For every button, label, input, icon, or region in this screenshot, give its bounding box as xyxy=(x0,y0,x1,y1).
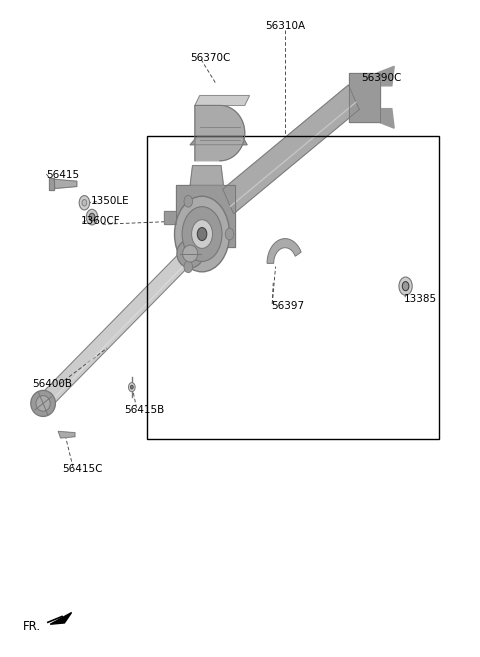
Bar xyxy=(147,136,439,440)
Polygon shape xyxy=(378,108,394,128)
Ellipse shape xyxy=(129,382,135,392)
Polygon shape xyxy=(195,96,250,105)
Ellipse shape xyxy=(177,239,204,268)
Ellipse shape xyxy=(89,213,95,221)
Ellipse shape xyxy=(184,261,192,273)
Ellipse shape xyxy=(31,390,56,417)
Polygon shape xyxy=(267,238,301,263)
Ellipse shape xyxy=(175,196,229,272)
Ellipse shape xyxy=(184,195,192,207)
Ellipse shape xyxy=(36,396,50,411)
Text: 56415: 56415 xyxy=(47,170,80,181)
Polygon shape xyxy=(176,185,235,247)
Ellipse shape xyxy=(82,200,87,206)
Ellipse shape xyxy=(399,277,412,295)
Ellipse shape xyxy=(131,385,133,389)
Polygon shape xyxy=(49,178,54,190)
Polygon shape xyxy=(378,66,394,86)
Ellipse shape xyxy=(182,245,198,262)
Ellipse shape xyxy=(197,227,207,240)
Text: 56397: 56397 xyxy=(271,301,304,311)
Text: 13385: 13385 xyxy=(404,294,437,304)
Text: 56400B: 56400B xyxy=(32,379,72,389)
Ellipse shape xyxy=(182,207,222,261)
Polygon shape xyxy=(190,166,223,185)
Polygon shape xyxy=(39,246,194,411)
Polygon shape xyxy=(195,105,245,161)
Polygon shape xyxy=(58,432,75,438)
Text: 1350LE: 1350LE xyxy=(91,196,129,206)
Polygon shape xyxy=(190,136,247,145)
Text: 56310A: 56310A xyxy=(265,20,305,31)
Polygon shape xyxy=(164,212,176,224)
Ellipse shape xyxy=(192,219,213,248)
Polygon shape xyxy=(349,73,380,122)
Text: FR.: FR. xyxy=(23,620,41,633)
Text: 56415B: 56415B xyxy=(124,405,164,415)
Ellipse shape xyxy=(86,210,97,225)
Text: 56390C: 56390C xyxy=(361,73,401,83)
Polygon shape xyxy=(50,612,72,624)
Ellipse shape xyxy=(402,282,409,290)
Polygon shape xyxy=(54,179,77,189)
Text: 56370C: 56370C xyxy=(190,53,230,63)
Text: 56415C: 56415C xyxy=(62,464,103,474)
Ellipse shape xyxy=(79,196,90,210)
Polygon shape xyxy=(223,85,359,214)
Ellipse shape xyxy=(225,228,234,240)
Text: 1360CF: 1360CF xyxy=(81,216,120,226)
